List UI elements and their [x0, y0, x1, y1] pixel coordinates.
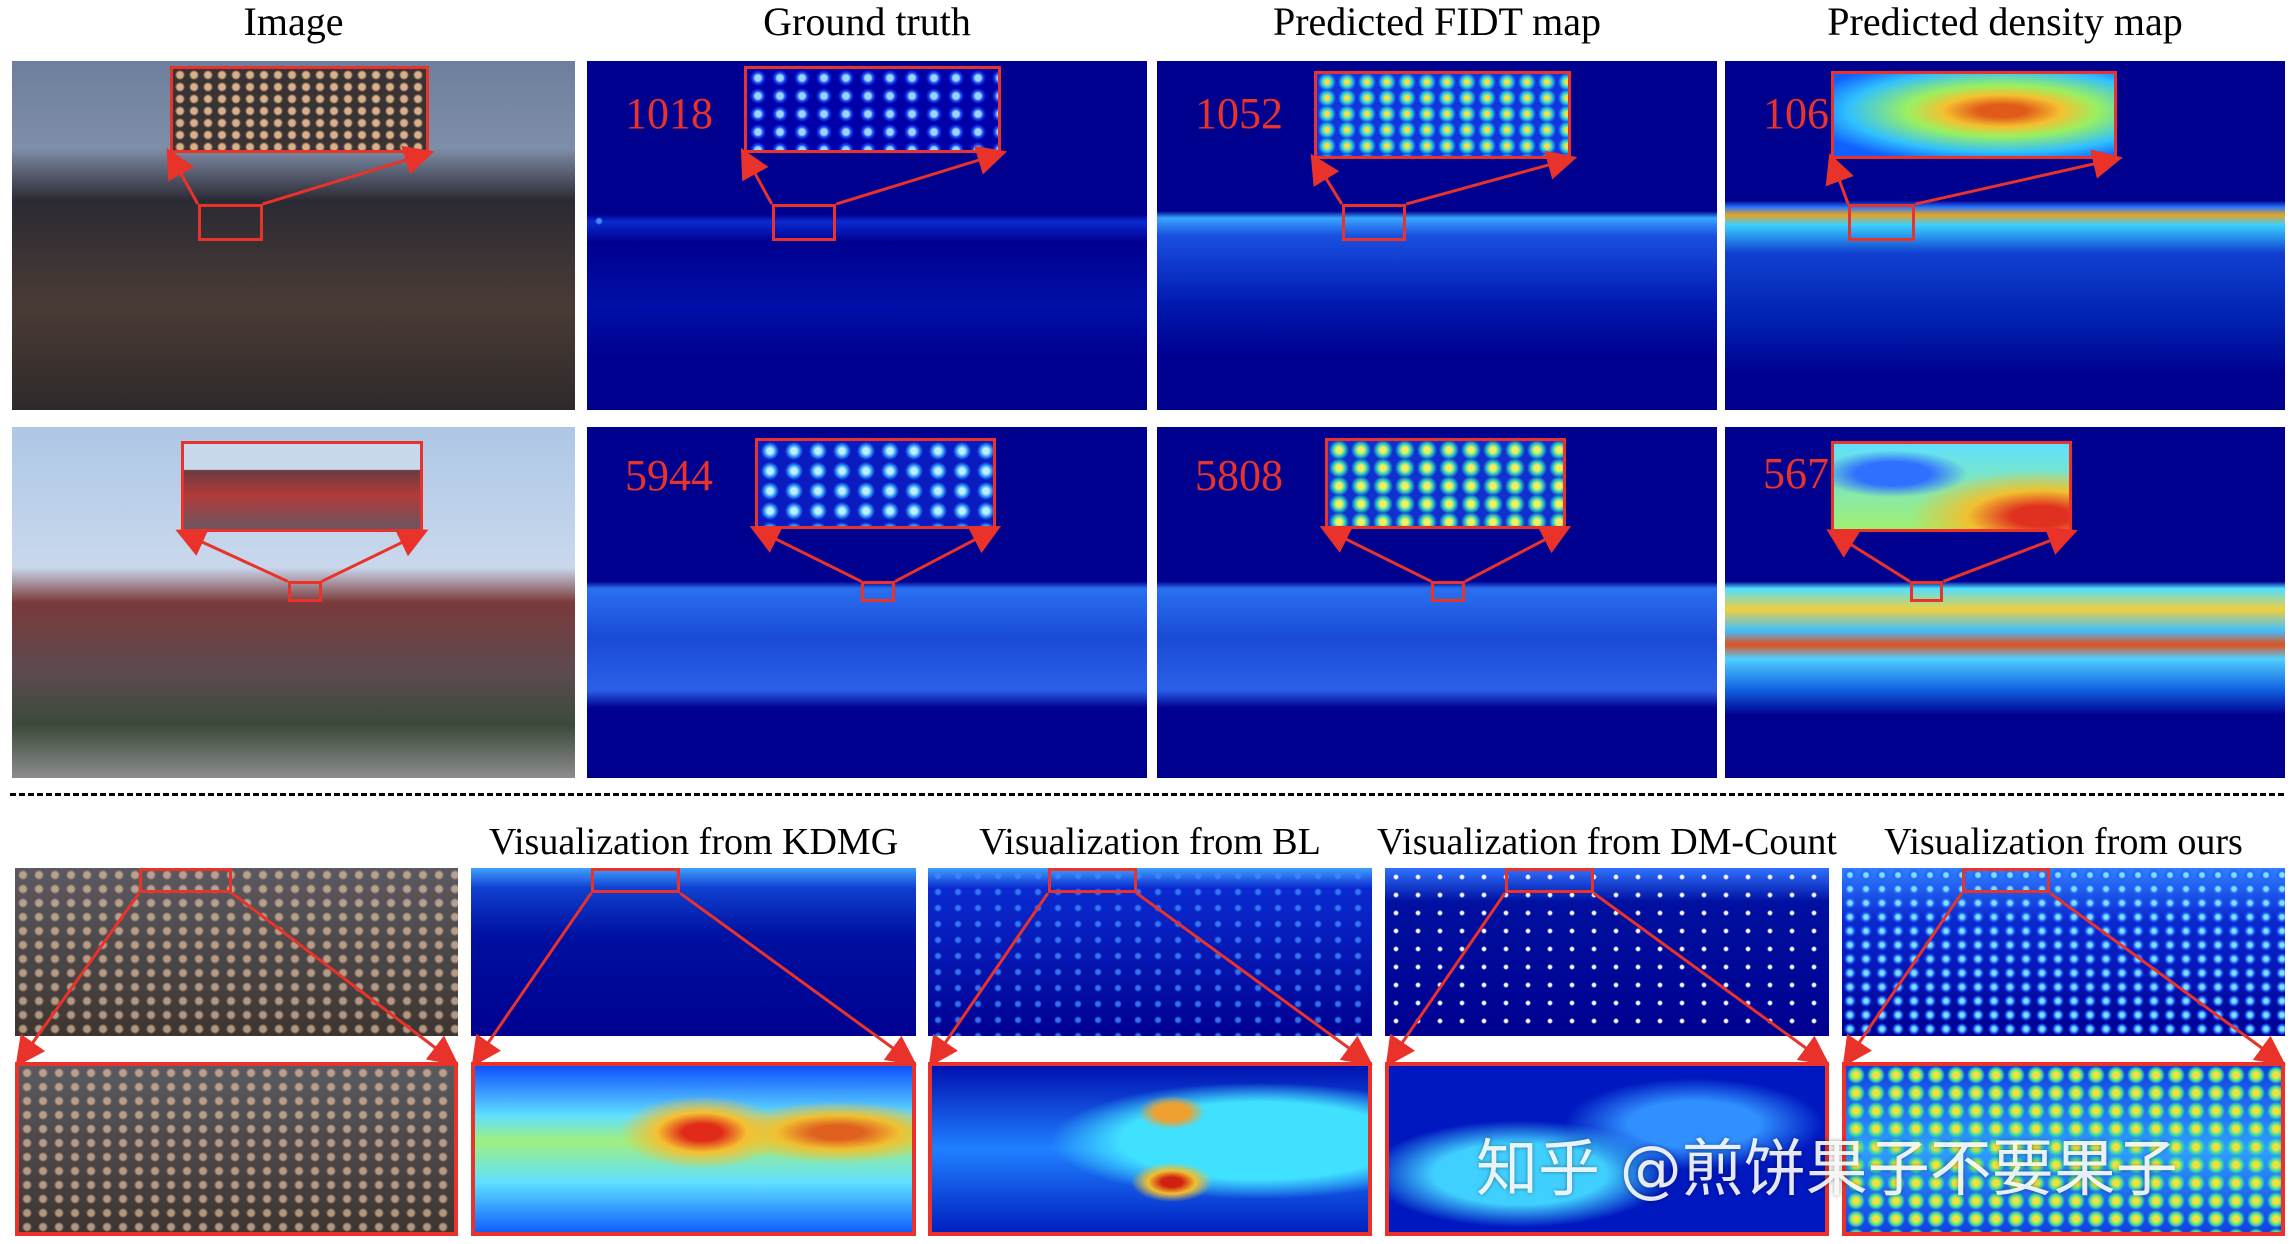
zoom-region-box [591, 868, 681, 894]
count-label: 5944 [625, 451, 713, 500]
dm-count-zoom-panel [1385, 1062, 1829, 1236]
kdmg-zoom-panel [471, 1062, 916, 1236]
zoom-region-box [287, 581, 322, 603]
callout-arrow [1942, 526, 2078, 583]
row1-ground-truth-map: 1018 [587, 61, 1147, 410]
zoom-inset [1831, 71, 2117, 159]
callout-arrow [2049, 891, 2286, 1066]
zoom-region-box [139, 868, 233, 894]
input-zoom-panel [15, 1062, 458, 1236]
header-kdmg: Visualization from KDMG [488, 821, 899, 863]
callout-arrow [175, 528, 289, 583]
row1-input-image [12, 61, 575, 410]
callout-arrow [1319, 525, 1433, 583]
callout-arrow [262, 145, 435, 206]
zoom-region-box [1909, 581, 1944, 603]
zoom-region-box [1341, 204, 1407, 242]
count-label: 1052 [1195, 89, 1283, 138]
callout-arrow [749, 525, 863, 583]
zoom-region-box [1431, 581, 1465, 603]
zoom-inset [755, 437, 996, 529]
zoom-region-box [1047, 868, 1137, 894]
row2-input-image [12, 427, 575, 778]
bl-zoom-panel [928, 1062, 1372, 1236]
ours-zoom-panel [1842, 1062, 2285, 1236]
zoom-inset [1831, 441, 2073, 533]
bl-map [928, 868, 1372, 1036]
ours-map [1842, 868, 2285, 1036]
callout-arrow [1842, 892, 1963, 1067]
zoom-region-box [771, 204, 837, 242]
callout-arrow [471, 892, 593, 1067]
zoom-inset [180, 441, 423, 533]
watermark: 知乎 @煎饼果子不要果子 [1476, 1132, 2178, 1205]
row1-predicted-density-map: 1061 [1725, 61, 2285, 410]
zoom-inset [169, 65, 429, 154]
zoom-inset [1325, 437, 1566, 529]
header-ground-truth: Ground truth [763, 0, 971, 44]
row2-ground-truth-map: 5944 [587, 427, 1147, 778]
header-ours: Visualization from ours [1884, 821, 2243, 863]
callout-arrow [1592, 891, 1830, 1066]
header-bl: Visualization from BL [979, 821, 1321, 863]
callout-arrow [1135, 891, 1373, 1066]
zoom-region-box [1848, 204, 1916, 242]
callout-arrow [320, 529, 429, 583]
count-label: 1018 [625, 89, 713, 138]
zoom-region-box [861, 581, 895, 603]
zoom-region-box [1504, 868, 1594, 894]
callout-arrow [15, 892, 141, 1067]
count-label: 5808 [1195, 451, 1283, 500]
callout-arrow [1826, 529, 1911, 583]
callout-arrow [166, 147, 200, 205]
callout-arrow [1464, 525, 1572, 583]
callout-arrow [835, 145, 1008, 206]
callout-arrow [1385, 892, 1507, 1067]
kdmg-map [471, 868, 916, 1036]
zoom-inset [743, 65, 1002, 154]
callout-arrow [1825, 153, 1854, 205]
row2-predicted-fidt-map: 5808 [1157, 427, 1717, 778]
zoom-region-box [197, 204, 263, 242]
header-image: Image [243, 0, 344, 44]
dm-count-map [1385, 868, 1829, 1036]
callout-arrow [928, 892, 1050, 1067]
zoom-region-box [1961, 868, 2051, 894]
callout-arrow [1915, 149, 2123, 206]
header-predicted-density: Predicted density map [1827, 0, 2183, 44]
row2-predicted-density-map: 5675 [1725, 427, 2285, 778]
row1-predicted-fidt-map: 1052 [1157, 61, 1717, 410]
zoom-inset [1313, 71, 1572, 159]
callout-arrow [894, 525, 1002, 583]
header-dm-count: Visualization from DM-Count [1377, 821, 1837, 863]
callout-arrow [740, 147, 774, 205]
section-divider [10, 793, 2284, 796]
header-predicted-fidt: Predicted FIDT map [1272, 0, 1602, 44]
callout-arrow [679, 891, 917, 1066]
callout-arrow [1310, 153, 1344, 205]
callout-arrow [231, 891, 459, 1066]
callout-arrow [1405, 150, 1578, 206]
